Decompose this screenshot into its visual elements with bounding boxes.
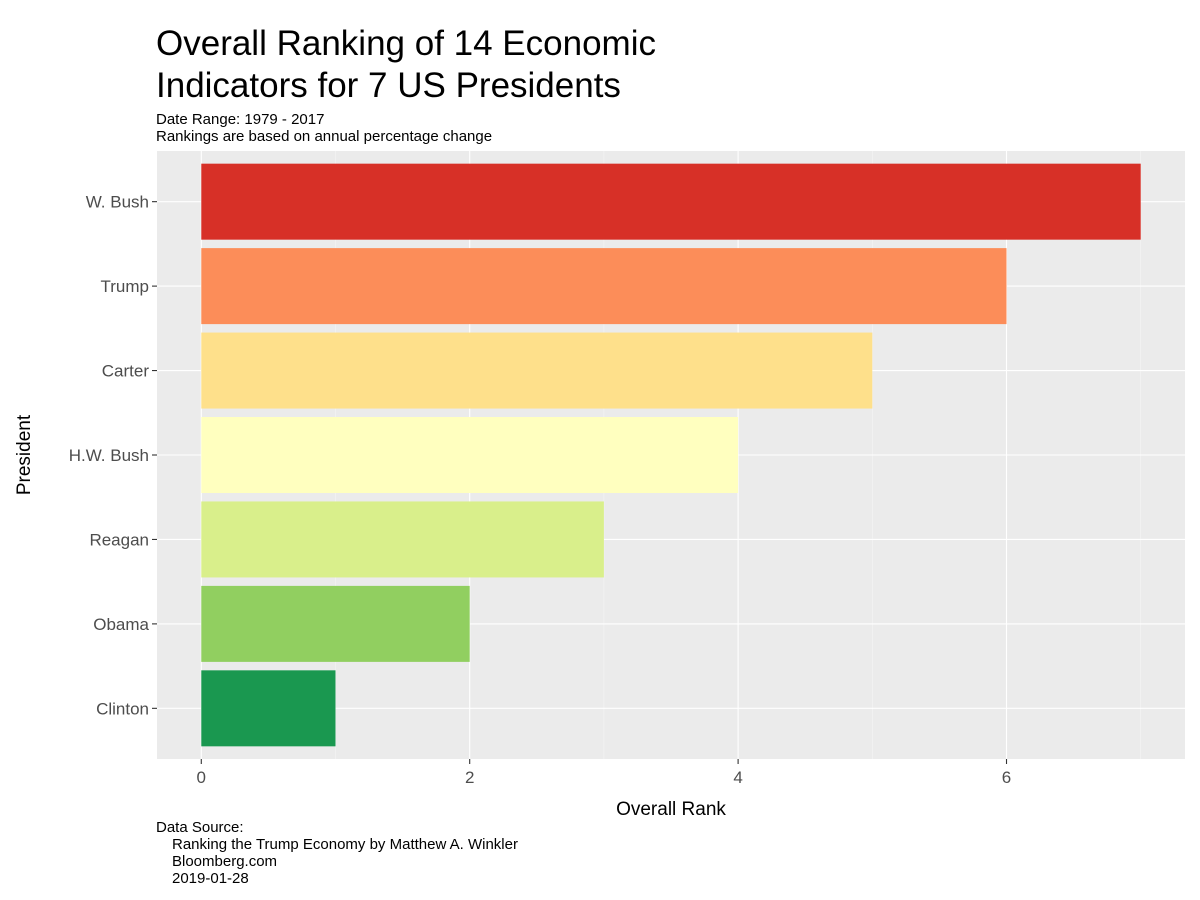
y-tick-label: W. Bush xyxy=(86,193,149,212)
bar-h-w-bush xyxy=(201,417,739,493)
y-tick-label: Obama xyxy=(93,615,149,634)
chart-title-line-2: Indicators for 7 US Presidents xyxy=(156,66,621,105)
bar-trump xyxy=(201,248,1007,325)
y-tick-label: Trump xyxy=(101,277,150,296)
x-tick-label: 2 xyxy=(465,768,474,787)
y-tick-label: Clinton xyxy=(96,699,149,718)
y-tick-label: Carter xyxy=(102,362,150,381)
y-tick-label: H.W. Bush xyxy=(69,446,149,465)
bar-reagan xyxy=(201,501,604,578)
caption-line-1: Ranking the Trump Economy by Matthew A. … xyxy=(172,836,518,853)
x-tick-label: 0 xyxy=(197,768,206,787)
chart-subtitle-line-1: Date Range: 1979 - 2017 xyxy=(156,111,324,128)
x-axis: 0 2 4 6 xyxy=(197,759,1011,787)
bar-clinton xyxy=(201,670,336,747)
y-axis: W. Bush Trump Carter H.W. Bush Reagan Obama Cl… xyxy=(69,193,157,718)
x-tick-label: 6 xyxy=(1002,768,1011,787)
x-tick-label: 4 xyxy=(733,768,742,787)
caption-block: Data Source: Ranking the Trump Economy b… xyxy=(156,819,518,887)
chart-subtitle-line-2: Rankings are based on annual percentage … xyxy=(156,128,492,145)
bar-carter xyxy=(201,332,873,409)
bars xyxy=(201,163,1141,747)
caption-line-3: 2019-01-28 xyxy=(172,870,249,887)
title-block: Overall Ranking of 14 Economic Indicator… xyxy=(156,24,656,145)
chart-title-line-1: Overall Ranking of 14 Economic xyxy=(156,24,656,63)
y-tick-label: Reagan xyxy=(89,530,149,549)
bar-w-bush xyxy=(201,163,1141,240)
caption-line-2: Bloomberg.com xyxy=(172,853,277,870)
caption-header: Data Source: xyxy=(156,819,244,836)
bar-obama xyxy=(201,585,470,662)
y-axis-title: President xyxy=(14,414,35,495)
x-axis-title: Overall Rank xyxy=(616,799,726,820)
